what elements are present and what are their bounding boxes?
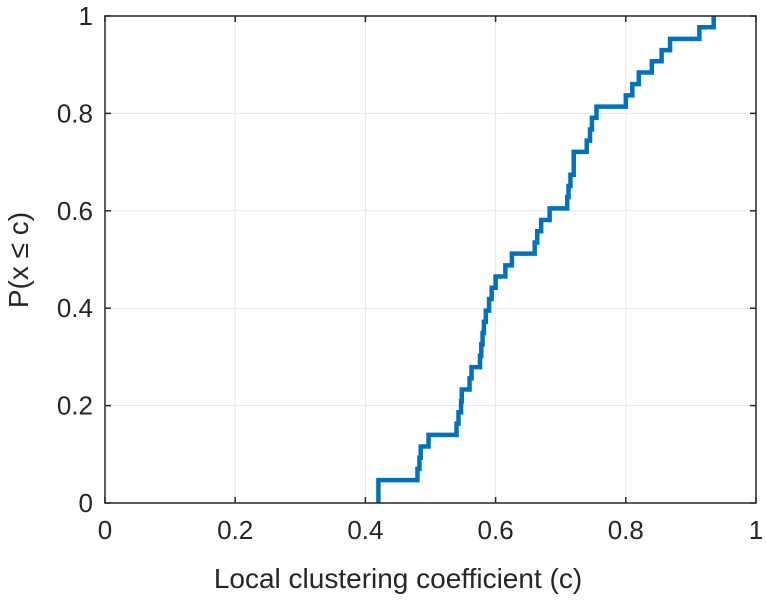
x-tick-label-0: 0 xyxy=(98,515,112,545)
x-tick-label-5: 1 xyxy=(749,515,763,545)
grid-layer xyxy=(104,15,757,504)
axes-box xyxy=(104,15,757,504)
y-tick-label-0: 0 xyxy=(79,488,93,518)
axes-layer xyxy=(104,15,757,504)
y-tick-label-3: 0.6 xyxy=(57,196,93,226)
y-tick-label-2: 0.4 xyxy=(57,293,93,323)
series-layer xyxy=(376,16,716,503)
y-axis-label: P(x ≤ c) xyxy=(3,212,34,308)
x-tick-label-3: 0.6 xyxy=(478,515,514,545)
x-tick-label-1: 0.2 xyxy=(217,515,253,545)
x-tick-label-4: 0.8 xyxy=(608,515,644,545)
x-axis-label: Local clustering coefficient (c) xyxy=(214,563,582,594)
cdf-series-line-0 xyxy=(376,16,716,503)
y-tick-label-4: 0.8 xyxy=(57,98,93,128)
tick-layer: 0 0.2 0.4 0.6 0.8 1 0 0.2 0.4 0.6 0.8 1 xyxy=(57,1,763,545)
y-tick-label-5: 1 xyxy=(79,1,93,31)
y-tick-label-1: 0.2 xyxy=(57,391,93,421)
x-tick-label-2: 0.4 xyxy=(347,515,383,545)
